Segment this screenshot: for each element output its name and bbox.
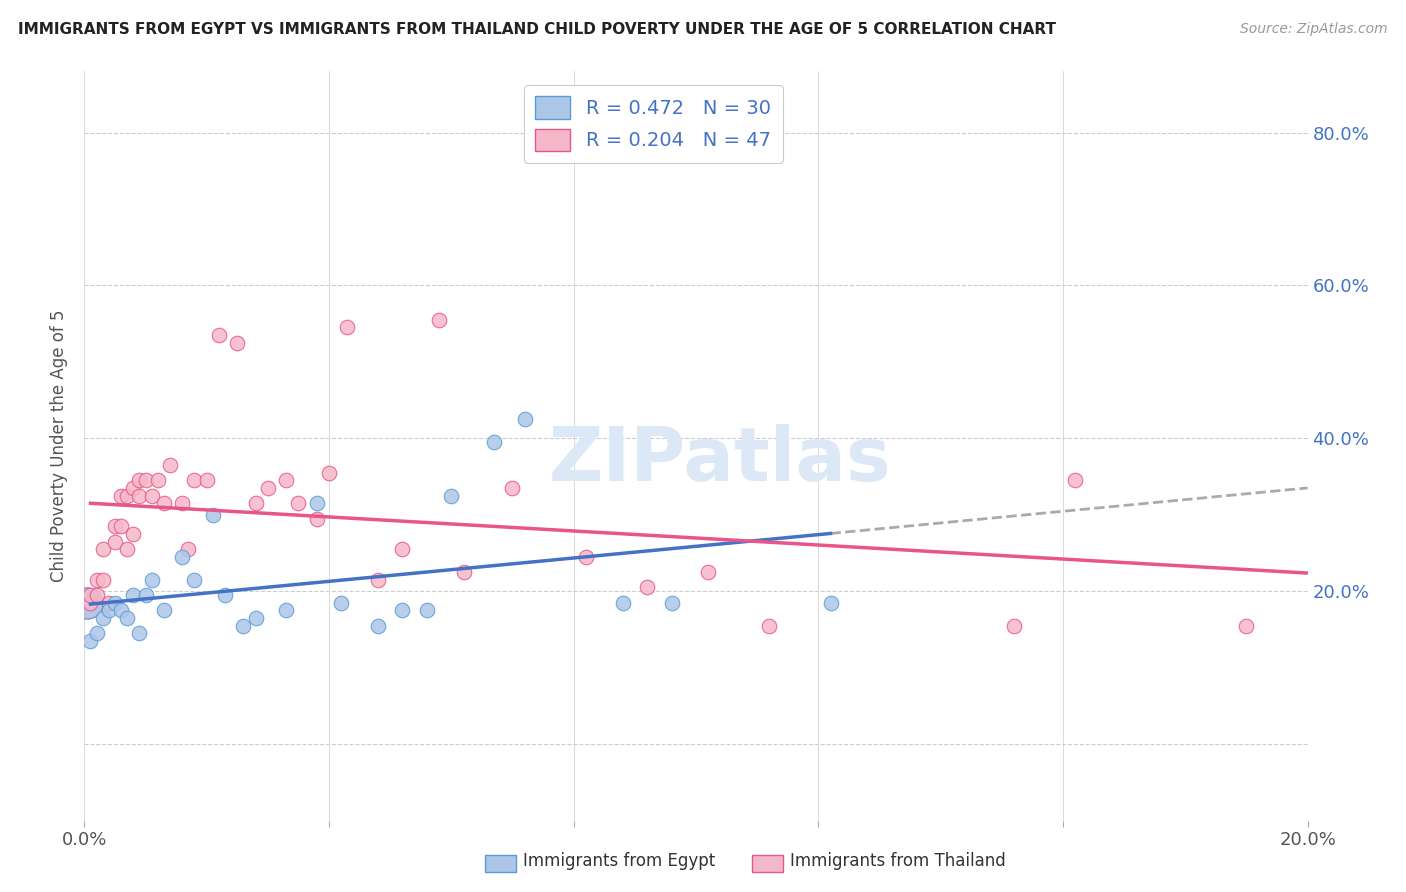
Point [636,581,658,595]
Point [1236,618,1258,632]
Point [367,573,389,587]
Point [305,511,328,525]
Point [453,565,475,579]
Point [661,596,683,610]
Point [226,335,249,350]
Point [183,474,205,488]
Point [110,489,132,503]
Point [183,573,205,587]
Point [502,481,524,495]
Point [276,603,298,617]
Point [177,542,200,557]
Point [336,320,359,334]
Point [135,588,157,602]
Point [91,542,114,557]
Point [128,626,150,640]
Point [318,466,340,480]
Point [172,496,194,510]
Point [391,603,413,617]
Point [245,611,267,625]
Point [153,603,176,617]
Point [195,474,218,488]
Legend: R = 0.472   N = 30, R = 0.204   N = 47: R = 0.472 N = 30, R = 0.204 N = 47 [523,85,783,163]
Point [128,489,150,503]
Text: IMMIGRANTS FROM EGYPT VS IMMIGRANTS FROM THAILAND CHILD POVERTY UNDER THE AGE OF: IMMIGRANTS FROM EGYPT VS IMMIGRANTS FROM… [18,22,1056,37]
Point [159,458,181,472]
Text: ZIPatlas: ZIPatlas [550,425,891,498]
Point [391,542,413,557]
Point [104,596,127,610]
Point [115,489,138,503]
Point [86,626,108,640]
Point [104,534,127,549]
Point [305,496,328,510]
Point [232,618,254,632]
Point [110,519,132,533]
Point [416,603,439,617]
Point [208,328,231,343]
Text: Source: ZipAtlas.com: Source: ZipAtlas.com [1240,22,1388,37]
Point [146,474,169,488]
Point [115,611,138,625]
Point [122,481,145,495]
Text: Immigrants from Egypt: Immigrants from Egypt [523,852,716,870]
Point [97,596,120,610]
Point [91,573,114,587]
Point [141,573,163,587]
Point [128,474,150,488]
Point [427,313,450,327]
Point [172,549,194,564]
Point [135,474,157,488]
Point [79,596,101,610]
Point [758,618,780,632]
Text: Immigrants from Thailand: Immigrants from Thailand [790,852,1005,870]
Point [122,527,145,541]
Point [697,565,720,579]
Point [257,481,280,495]
Point [122,588,145,602]
Point [245,496,267,510]
Point [367,618,389,632]
Point [482,435,505,450]
Point [1064,474,1087,488]
Point [79,634,101,648]
Point [513,412,536,426]
Point [440,489,463,503]
Point [1002,618,1025,632]
Point [76,596,98,610]
Point [820,596,842,610]
Point [91,611,114,625]
Point [201,508,224,522]
Point [276,474,298,488]
Point [141,489,163,503]
Point [330,596,353,610]
Point [287,496,309,510]
Point [612,596,634,610]
Point [86,588,108,602]
Point [110,603,132,617]
Point [153,496,176,510]
Point [115,542,138,557]
Point [104,519,127,533]
Y-axis label: Child Poverty Under the Age of 5: Child Poverty Under the Age of 5 [51,310,69,582]
Point [76,596,98,610]
Point [86,573,108,587]
Point [79,588,101,602]
Point [575,549,598,564]
Point [214,588,236,602]
Point [97,603,120,617]
